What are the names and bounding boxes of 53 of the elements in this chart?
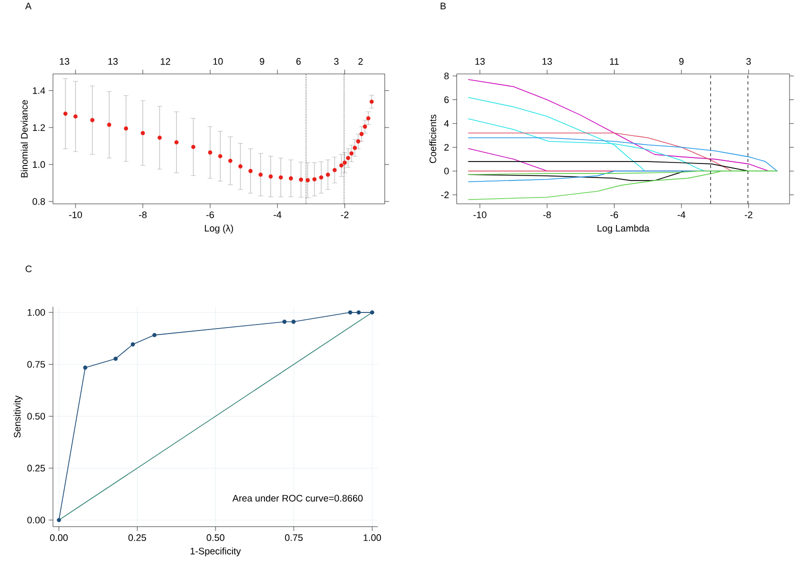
y-axis-title: Binomial Deviance	[20, 100, 28, 178]
y-tick-label: 1.2	[32, 124, 45, 132]
x-tick-label: 1.00	[364, 534, 381, 542]
x-tick-label: -8	[543, 212, 551, 218]
text: 13	[542, 58, 552, 65]
x-axis-title: Log (λ)	[204, 224, 233, 234]
chart-title: C	[26, 266, 32, 272]
text: 13	[60, 58, 70, 65]
text: 3	[746, 58, 751, 65]
annotation: Area under ROC curve=0.8660	[232, 494, 363, 502]
x-tick-label: -4	[274, 212, 282, 218]
text: 9	[260, 58, 264, 65]
x-tick-label: 0.75	[285, 534, 303, 542]
text: 6	[296, 58, 301, 65]
x-tick-label: 0.25	[128, 534, 146, 542]
y-tick-label: 1.4	[32, 87, 46, 94]
y-tick-label: 1.0	[32, 161, 45, 168]
y-tick-label: 4	[444, 120, 449, 127]
x-tick-label: -8	[139, 212, 147, 218]
x-tick-label: -6	[610, 212, 618, 218]
x-tick-label: -10	[69, 212, 82, 218]
x-tick-label: -6	[206, 212, 214, 218]
x-tick-label: 0.50	[206, 534, 224, 542]
y-tick-label: 6	[444, 96, 449, 104]
text: 13	[108, 58, 118, 65]
x-axis-title: 1-Specificity	[190, 548, 241, 556]
y-tick-label: 0.8	[32, 198, 45, 205]
text: 13	[475, 58, 485, 65]
y-tick-label: 8	[444, 72, 449, 80]
text: 3	[334, 58, 339, 65]
y-tick-label: -2	[441, 192, 449, 198]
y-tick-label: 0.75	[27, 361, 45, 368]
x-axis-title: Log Lambda	[598, 224, 650, 234]
text: 10	[213, 58, 223, 65]
chart-title: A	[25, 2, 32, 10]
text: 12	[160, 58, 170, 65]
y-tick-label: 0	[444, 168, 449, 175]
y-axis-title: Coefficients	[429, 114, 436, 164]
y-tick-label: 0.25	[27, 464, 45, 472]
text: 9	[679, 58, 684, 65]
text: 11	[610, 58, 619, 65]
x-tick-label: -2	[340, 212, 348, 218]
x-tick-label: 0.00	[50, 534, 68, 542]
chart-title: B	[440, 2, 446, 10]
x-tick-label: -10	[474, 212, 486, 218]
y-tick-label: 2	[444, 144, 449, 151]
y-axis-title: Sensitivity	[14, 396, 22, 438]
y-tick-label: 1.00	[28, 309, 45, 316]
y-tick-label: 0.00	[27, 516, 45, 524]
text: 2	[358, 58, 363, 65]
y-tick-label: 0.50	[27, 413, 45, 420]
x-tick-label: -2	[744, 212, 752, 218]
x-tick-label: -4	[678, 212, 686, 218]
